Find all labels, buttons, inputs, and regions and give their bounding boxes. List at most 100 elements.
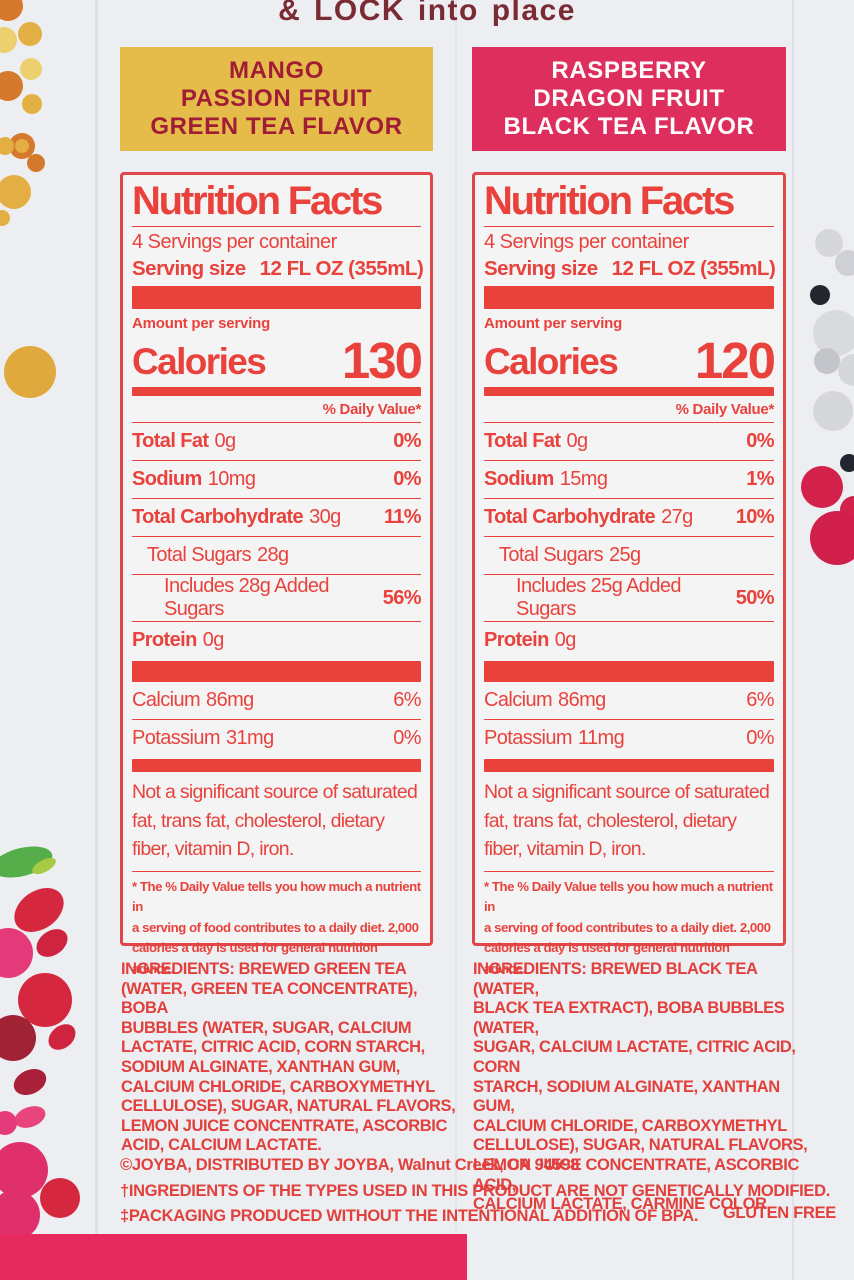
flavor-header-raspberry: RASPBERRY DRAGON FRUIT BLACK TEA FLAVOR <box>472 47 786 151</box>
bottom-pink-band <box>0 1234 467 1280</box>
divider-bar <box>484 387 774 396</box>
nutrient-row-protein: Protein 0g <box>132 622 421 659</box>
servings-per-container: 4 Servings per container <box>132 231 337 253</box>
ingredients-list-mango: INGREDIENTS: BREWED GREEN TEA (WATER, GR… <box>121 960 456 1155</box>
mineral-label: Potassium <box>484 727 573 749</box>
nutrient-dv: 1% <box>746 468 774 490</box>
not-significant-source-note: Not a significant source of saturated fa… <box>132 774 421 872</box>
calories-label: Calories <box>132 341 267 382</box>
nutrient-amount: 27g <box>661 506 693 528</box>
nutrient-amount: 10mg <box>207 468 256 490</box>
distributor-and-claims-text: ©JOYBA, DISTRIBUTED BY JOYBA, Walnut Cre… <box>120 1153 830 1230</box>
divider-bar <box>132 759 421 772</box>
calories-value: 130 <box>341 332 423 389</box>
nutrient-row-total-carbohydrate: Total Carbohydrate 30g 11% <box>132 499 422 537</box>
nutrient-label: Protein <box>484 629 549 651</box>
serving-size-label: Serving size <box>484 257 598 280</box>
mineral-label: Potassium <box>132 727 221 749</box>
not-significant-source-note: Not a significant source of saturated fa… <box>484 774 774 872</box>
calories-value: 120 <box>694 332 776 389</box>
dragonfruit-dots-illustration <box>801 229 854 565</box>
nutrient-label: Includes 25g Added Sugars <box>516 575 682 620</box>
nutrition-facts-panel-raspberry: Nutrition Facts 4 Servings per container… <box>472 172 786 976</box>
nutrient-label: Sodium <box>484 468 554 490</box>
nutrient-row-protein: Protein 0g <box>484 622 774 659</box>
nutrition-facts-title: Nutrition Facts <box>484 178 774 227</box>
nutrient-dv: 0% <box>393 468 421 490</box>
nutrient-dv: 0% <box>393 430 421 452</box>
mineral-dv: 0% <box>393 727 421 749</box>
nutrient-amount: 25g <box>608 544 641 566</box>
lock-into-place-note: & LOCK into place <box>278 0 576 27</box>
serving-size-value: 12 FL OZ (355mL) <box>259 257 424 280</box>
ingredients-list-raspberry: INGREDIENTS: BREWED BLACK TEA (WATER, BL… <box>473 960 808 1214</box>
nutrient-dv: 56% <box>382 586 422 609</box>
calories-row: Calories 120 <box>484 332 776 389</box>
divider-bar <box>484 759 774 772</box>
nutrition-facts-title: Nutrition Facts <box>132 178 421 227</box>
nutrient-row-added-sugars: Includes 25g Added Sugars 50% <box>484 575 775 622</box>
mineral-row-calcium: Calcium 86mg 6% <box>132 682 422 720</box>
nutrient-row-sodium: Sodium 10mg 0% <box>132 461 422 499</box>
nutrient-dv: 11% <box>383 506 422 528</box>
nutrient-label: Total Carbohydrate <box>132 506 304 528</box>
mineral-row-calcium: Calcium 86mg 6% <box>484 682 775 720</box>
serving-size-row: Serving size 12 FL OZ (355mL) <box>132 255 424 282</box>
nutrient-row-total-carbohydrate: Total Carbohydrate 27g 10% <box>484 499 775 537</box>
calories-label: Calories <box>484 341 619 382</box>
mineral-row-potassium: Potassium 11mg 0% <box>484 720 775 757</box>
nutrient-dv: 10% <box>735 506 775 528</box>
nutrient-label: Sodium <box>132 468 202 490</box>
daily-value-header: % Daily Value* <box>484 398 774 423</box>
nutrient-amount: 30g <box>309 506 341 528</box>
nutrient-amount: 0g <box>566 430 588 452</box>
distributor-line: ©JOYBA, DISTRIBUTED BY JOYBA, Walnut Cre… <box>120 1156 579 1174</box>
nutrient-row-total-fat: Total Fat 0g 0% <box>484 423 775 461</box>
package-crease <box>455 0 457 1280</box>
nutrient-row-added-sugars: Includes 28g Added Sugars 56% <box>132 575 422 622</box>
divider-bar <box>132 387 421 396</box>
amount-per-serving-label: Amount per serving <box>132 315 271 332</box>
bpa-line: ‡PACKAGING PRODUCED WITHOUT THE INTENTIO… <box>120 1207 699 1225</box>
amount-per-serving-label: Amount per serving <box>484 315 623 332</box>
flavor-header-mango: MANGO PASSION FRUIT GREEN TEA FLAVOR <box>120 47 433 151</box>
daily-value-header: % Daily Value* <box>132 398 421 423</box>
nutrient-row-sodium: Sodium 15mg 1% <box>484 461 775 499</box>
nutrient-label: Protein <box>132 629 197 651</box>
nutrient-dv: 0% <box>746 430 774 452</box>
mineral-dv: 0% <box>746 727 774 749</box>
mineral-amount: 11mg <box>577 727 625 749</box>
nutrient-label: Total Fat <box>484 430 561 452</box>
mineral-dv: 6% <box>746 689 774 711</box>
mineral-row-potassium: Potassium 31mg 0% <box>132 720 422 757</box>
yellow-dot-illustration <box>4 346 56 398</box>
nutrient-label: Total Sugars <box>499 544 604 566</box>
nutrient-row-total-fat: Total Fat 0g 0% <box>132 423 422 461</box>
servings-per-container: 4 Servings per container <box>484 231 689 253</box>
gluten-free-badge: GLUTEN FREE <box>722 1204 836 1222</box>
raspberry-dots-illustration <box>0 846 80 1240</box>
serving-size-value: 12 FL OZ (355mL) <box>611 257 776 280</box>
mineral-amount: 86mg <box>558 689 606 711</box>
nutrient-label: Total Fat <box>132 430 209 452</box>
calories-row: Calories 130 <box>132 332 423 389</box>
package-crease <box>95 0 98 1280</box>
nutrient-amount: 0g <box>214 430 236 452</box>
divider-bar <box>132 286 421 309</box>
mineral-dv: 6% <box>393 689 421 711</box>
mineral-label: Calcium <box>132 689 201 711</box>
mineral-label: Calcium <box>484 689 553 711</box>
mango-dots-illustration <box>0 0 45 226</box>
nutrient-amount: 0g <box>554 629 577 651</box>
mineral-amount: 31mg <box>225 727 274 749</box>
nutrient-row-total-sugars: Total Sugars 28g <box>132 537 421 575</box>
divider-bar <box>484 661 774 682</box>
mineral-amount: 86mg <box>206 689 254 711</box>
nutrient-label: Total Sugars <box>147 544 252 566</box>
nutrient-amount: 15mg <box>559 468 608 490</box>
divider-bar <box>132 661 421 682</box>
nutrient-label: Total Carbohydrate <box>484 506 656 528</box>
daily-value-footnote: * The % Daily Value tells you how much a… <box>132 878 421 976</box>
non-gmo-line: †INGREDIENTS OF THE TYPES USED IN THIS P… <box>120 1181 830 1200</box>
